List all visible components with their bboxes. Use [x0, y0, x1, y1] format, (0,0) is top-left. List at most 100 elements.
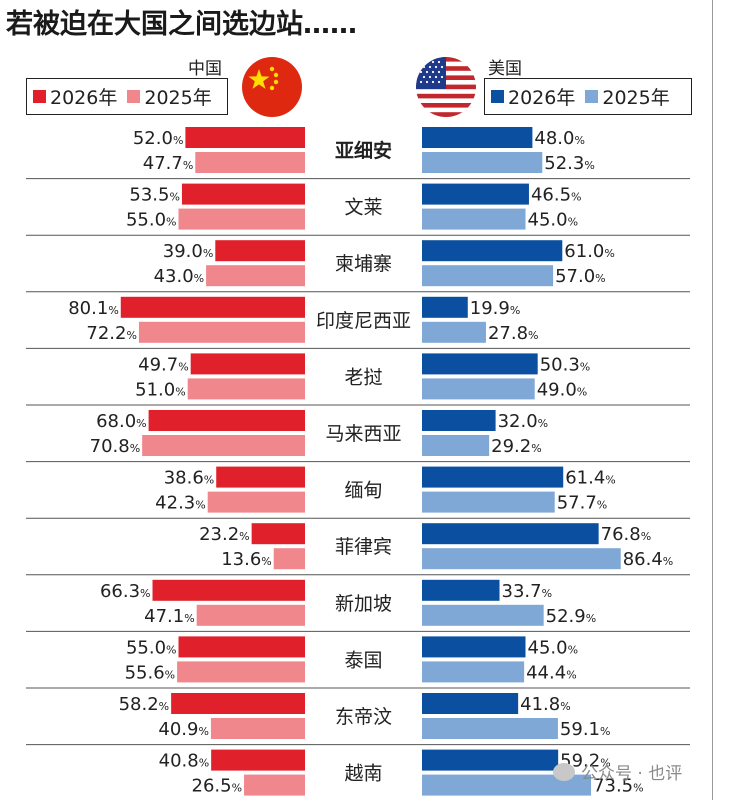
label-usa-2025: 45.0% — [528, 210, 579, 231]
label-china-2026: 52.0% — [133, 128, 184, 149]
label-china-2026: 55.0% — [126, 637, 177, 658]
usa-label: 美国 — [488, 59, 522, 79]
bar-china-2025 — [273, 548, 305, 570]
bar-china-2026 — [185, 127, 305, 148]
bar-china-2025 — [206, 265, 305, 287]
legend-swatch-usa-2026 — [491, 90, 504, 103]
usa-flag-icon — [416, 57, 476, 117]
chart-title: 若被迫在大国之间选边站…… — [6, 9, 357, 40]
china-legend: 2026年 2025年 — [26, 78, 228, 115]
label-china-2025: 51.0% — [135, 379, 186, 400]
label-usa-2025: 57.0% — [555, 266, 606, 287]
bar-china-2025 — [195, 152, 305, 173]
bar-usa-2025 — [422, 378, 535, 400]
legend-item-china-2025: 2025年 — [127, 83, 212, 110]
bar-usa-2026 — [422, 693, 519, 714]
label-china-2026: 39.0% — [163, 241, 214, 262]
label-china-2025: 72.2% — [86, 323, 137, 344]
label-usa-2025: 59.1% — [560, 719, 611, 740]
label-usa-2025: 86.4% — [623, 549, 674, 570]
label-china-2025: 43.0% — [154, 266, 205, 287]
bar-china-2025 — [210, 718, 305, 739]
label-china-2025: 70.8% — [90, 436, 141, 457]
bar-usa-2026 — [422, 749, 559, 771]
label-china-2026: 68.0% — [96, 411, 147, 432]
bar-usa-2025 — [422, 491, 555, 513]
bar-china-2026 — [190, 353, 305, 375]
category-label: 新加坡 — [335, 593, 392, 615]
label-usa-2026: 76.8% — [601, 524, 652, 545]
legend-label-china-2025: 2025年 — [144, 87, 212, 109]
bar-china-2025 — [138, 321, 305, 343]
label-china-2025: 26.5% — [192, 776, 243, 797]
bar-china-2025 — [244, 774, 305, 796]
legend-swatch-china-2026 — [33, 90, 46, 103]
right-border-rule — [712, 0, 713, 800]
label-usa-2026: 19.9% — [470, 298, 521, 319]
category-label: 柬埔寨 — [335, 253, 392, 275]
legend-item-usa-2026: 2026年 — [491, 83, 575, 110]
label-usa-2026: 32.0% — [498, 411, 549, 432]
label-china-2025: 42.3% — [155, 493, 206, 514]
category-label: 东帝汶 — [335, 706, 392, 728]
category-label: 印度尼西亚 — [316, 310, 411, 332]
category-label: 越南 — [344, 763, 382, 785]
bar-usa-2025 — [422, 548, 621, 570]
bar-china-2025 — [177, 661, 305, 683]
label-china-2026: 38.6% — [164, 468, 215, 489]
bar-usa-2026 — [422, 183, 529, 205]
label-usa-2026: 41.8% — [520, 694, 571, 715]
bar-china-2025 — [142, 435, 305, 456]
category-label: 亚细安 — [335, 139, 392, 162]
bar-usa-2026 — [422, 240, 563, 262]
bar-usa-2025 — [422, 435, 490, 456]
label-china-2026: 49.7% — [138, 354, 189, 375]
label-china-2026: 66.3% — [100, 581, 151, 602]
bar-usa-2026 — [422, 466, 564, 488]
china-label: 中国 — [188, 59, 222, 79]
china-flag-icon — [242, 57, 302, 117]
legend-swatch-china-2025 — [127, 90, 141, 103]
bar-china-2025 — [196, 604, 305, 626]
bar-china-2026 — [178, 636, 305, 658]
bar-usa-2026 — [422, 410, 496, 431]
bar-china-2026 — [148, 410, 305, 431]
diverging-bar-chart: 52.0% 47.7% 48.0% 52.3% 亚细安 53.5% 55.0% 46.5% 45… — [26, 127, 690, 797]
label-usa-2026: 61.4% — [565, 468, 616, 489]
label-usa-2025: 57.7% — [557, 493, 608, 514]
legend-label-china-2026: 2026年 — [50, 87, 118, 109]
label-china-2026: 40.8% — [159, 751, 210, 772]
bar-china-2026 — [152, 579, 305, 601]
label-usa-2026: 45.0% — [528, 637, 579, 658]
bar-china-2026 — [181, 183, 305, 205]
label-usa-2025: 49.0% — [537, 379, 588, 400]
bar-usa-2026 — [422, 579, 500, 601]
bar-usa-2026 — [422, 353, 538, 375]
category-label: 泰国 — [344, 649, 382, 671]
label-china-2025: 13.6% — [221, 549, 272, 570]
bar-usa-2025 — [422, 661, 525, 683]
bar-usa-2025 — [422, 208, 526, 230]
bar-usa-2025 — [422, 265, 554, 287]
label-usa-2026: 50.3% — [540, 354, 591, 375]
usa-legend: 2026年 2025年 — [484, 78, 692, 115]
bar-china-2026 — [251, 523, 305, 545]
legend-item-china-2026: 2026年 — [33, 83, 117, 110]
label-usa-2026: 46.5% — [531, 185, 582, 206]
label-usa-2025: 27.8% — [488, 323, 539, 344]
label-china-2025: 55.0% — [126, 210, 177, 231]
label-usa-2026: 33.7% — [502, 581, 553, 602]
bar-usa-2026 — [422, 127, 533, 148]
bar-china-2026 — [120, 296, 306, 318]
label-usa-2026: 48.0% — [534, 128, 585, 149]
legend-label-usa-2025: 2025年 — [602, 87, 670, 109]
label-china-2026: 53.5% — [129, 185, 180, 206]
bar-usa-2025 — [422, 152, 543, 173]
bar-china-2026 — [211, 749, 305, 771]
watermark-text: 公众号 · 也评 — [581, 764, 683, 784]
legend-swatch-usa-2025 — [585, 90, 599, 103]
label-china-2025: 40.9% — [158, 719, 209, 740]
label-china-2026: 23.2% — [199, 524, 250, 545]
category-label: 马来西亚 — [325, 423, 401, 445]
label-china-2026: 80.1% — [68, 298, 119, 319]
